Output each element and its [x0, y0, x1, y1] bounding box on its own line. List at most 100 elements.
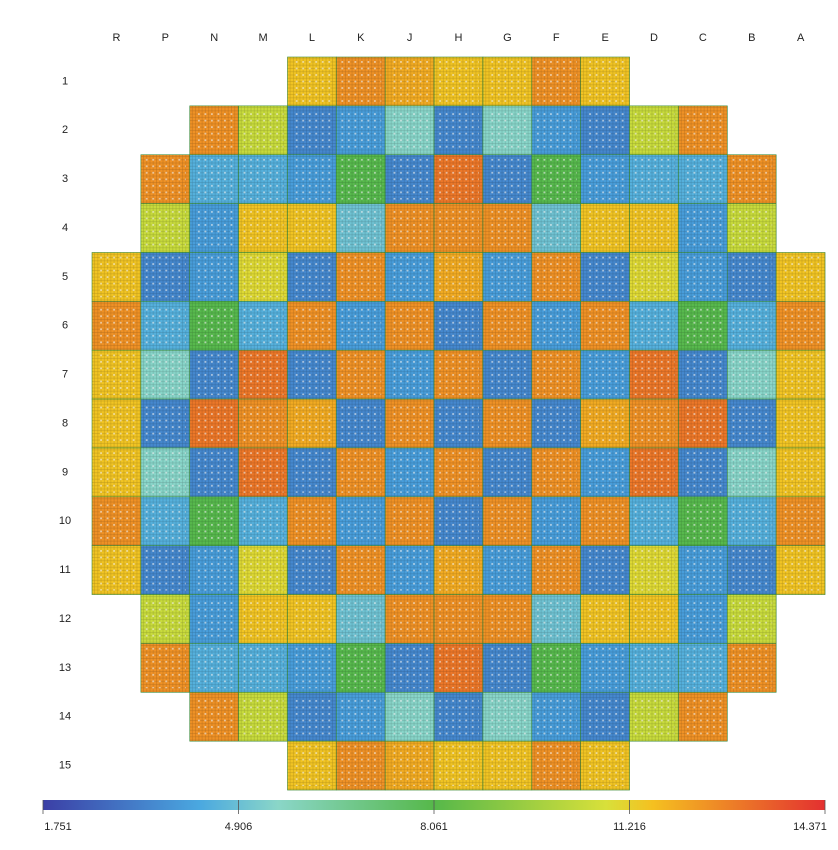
pin-dots — [584, 207, 626, 249]
pin-dots — [486, 403, 528, 444]
pin-dots — [242, 500, 284, 542]
row-label: 15 — [59, 760, 71, 772]
pin-dots — [144, 403, 186, 444]
row-label: 11 — [59, 564, 70, 576]
row-label: 3 — [62, 173, 68, 185]
pin-dots — [486, 109, 528, 151]
pin-dots — [438, 451, 479, 493]
pin-dots — [535, 61, 577, 102]
pin-dots — [389, 403, 431, 444]
pin-dots — [584, 305, 626, 347]
pin-dots — [291, 549, 333, 591]
pin-dots — [242, 647, 284, 689]
pin-dots — [438, 598, 479, 640]
pin-dots — [340, 158, 382, 200]
pin-dots — [242, 354, 284, 396]
pin-dots — [682, 403, 724, 444]
pin-dots — [291, 500, 333, 542]
pin-dots — [340, 305, 382, 347]
pin-dots — [584, 109, 626, 151]
row-label: 5 — [62, 271, 68, 283]
pin-dots — [291, 403, 333, 444]
pin-dots — [340, 696, 382, 738]
column-label: E — [601, 32, 608, 44]
pin-dots — [731, 256, 773, 298]
pin-dots — [242, 109, 284, 151]
column-label: N — [210, 32, 218, 44]
pin-dots — [242, 207, 284, 249]
pin-dots — [96, 354, 137, 396]
pin-dots — [633, 696, 675, 738]
pin-dots — [291, 745, 333, 787]
row-label: 6 — [62, 320, 68, 332]
pin-dots — [780, 354, 822, 396]
pin-dots — [633, 598, 675, 640]
pin-dots — [780, 451, 822, 493]
pin-dots — [682, 354, 724, 396]
pin-dots — [291, 451, 333, 493]
pin-dots — [389, 598, 431, 640]
pin-dots — [486, 549, 528, 591]
pin-dots — [535, 403, 577, 444]
colorbar-tick-label: 4.906 — [225, 821, 253, 833]
pin-dots — [242, 549, 284, 591]
pin-dots — [486, 696, 528, 738]
pin-dots — [438, 647, 479, 689]
pin-dots — [193, 451, 235, 493]
pin-dots — [731, 207, 773, 249]
pin-dots — [486, 354, 528, 396]
pin-dots — [438, 549, 479, 591]
pin-dots — [96, 549, 137, 591]
pin-dots — [144, 256, 186, 298]
pin-dots — [291, 354, 333, 396]
row-label: 2 — [62, 124, 68, 136]
pin-dots — [438, 500, 479, 542]
pin-dots — [193, 598, 235, 640]
row-label: 13 — [59, 662, 71, 674]
pin-dots — [340, 207, 382, 249]
pin-dots — [486, 500, 528, 542]
pin-dots — [633, 305, 675, 347]
pin-dots — [584, 696, 626, 738]
pin-dots — [389, 305, 431, 347]
pin-dots — [291, 305, 333, 347]
pin-dots — [780, 549, 822, 591]
pin-dots — [682, 500, 724, 542]
pin-dots — [242, 451, 284, 493]
pin-dots — [438, 403, 479, 444]
row-label: 1 — [62, 75, 68, 87]
pin-dots — [780, 500, 822, 542]
pin-dots — [486, 745, 528, 787]
pin-dots — [633, 549, 675, 591]
pin-dots — [682, 451, 724, 493]
column-label: H — [455, 32, 463, 44]
pin-dots — [438, 207, 479, 249]
row-label: 12 — [59, 613, 71, 625]
pin-dots — [584, 256, 626, 298]
pin-dots — [389, 256, 431, 298]
pin-dots — [584, 598, 626, 640]
pin-dots — [731, 549, 773, 591]
pin-dots — [96, 403, 137, 444]
pin-dots — [682, 207, 724, 249]
colorbar-tick-label: 14.371 — [793, 821, 827, 833]
pin-dots — [682, 549, 724, 591]
pin-dots — [535, 158, 577, 200]
pin-dots — [144, 549, 186, 591]
pin-dots — [193, 354, 235, 396]
pin-dots — [340, 354, 382, 396]
column-label: M — [258, 32, 267, 44]
colorbar-tick-label: 1.751 — [44, 821, 72, 833]
column-label: G — [503, 32, 512, 44]
pin-dots — [535, 598, 577, 640]
pin-dots — [535, 109, 577, 151]
pin-dots — [633, 403, 675, 444]
pin-dots — [291, 61, 333, 102]
pin-dots — [96, 500, 137, 542]
pin-dots — [389, 354, 431, 396]
pin-dots — [389, 745, 431, 787]
pin-dots — [340, 598, 382, 640]
pin-dots — [633, 207, 675, 249]
pin-dots — [438, 158, 479, 200]
pin-dots — [584, 647, 626, 689]
